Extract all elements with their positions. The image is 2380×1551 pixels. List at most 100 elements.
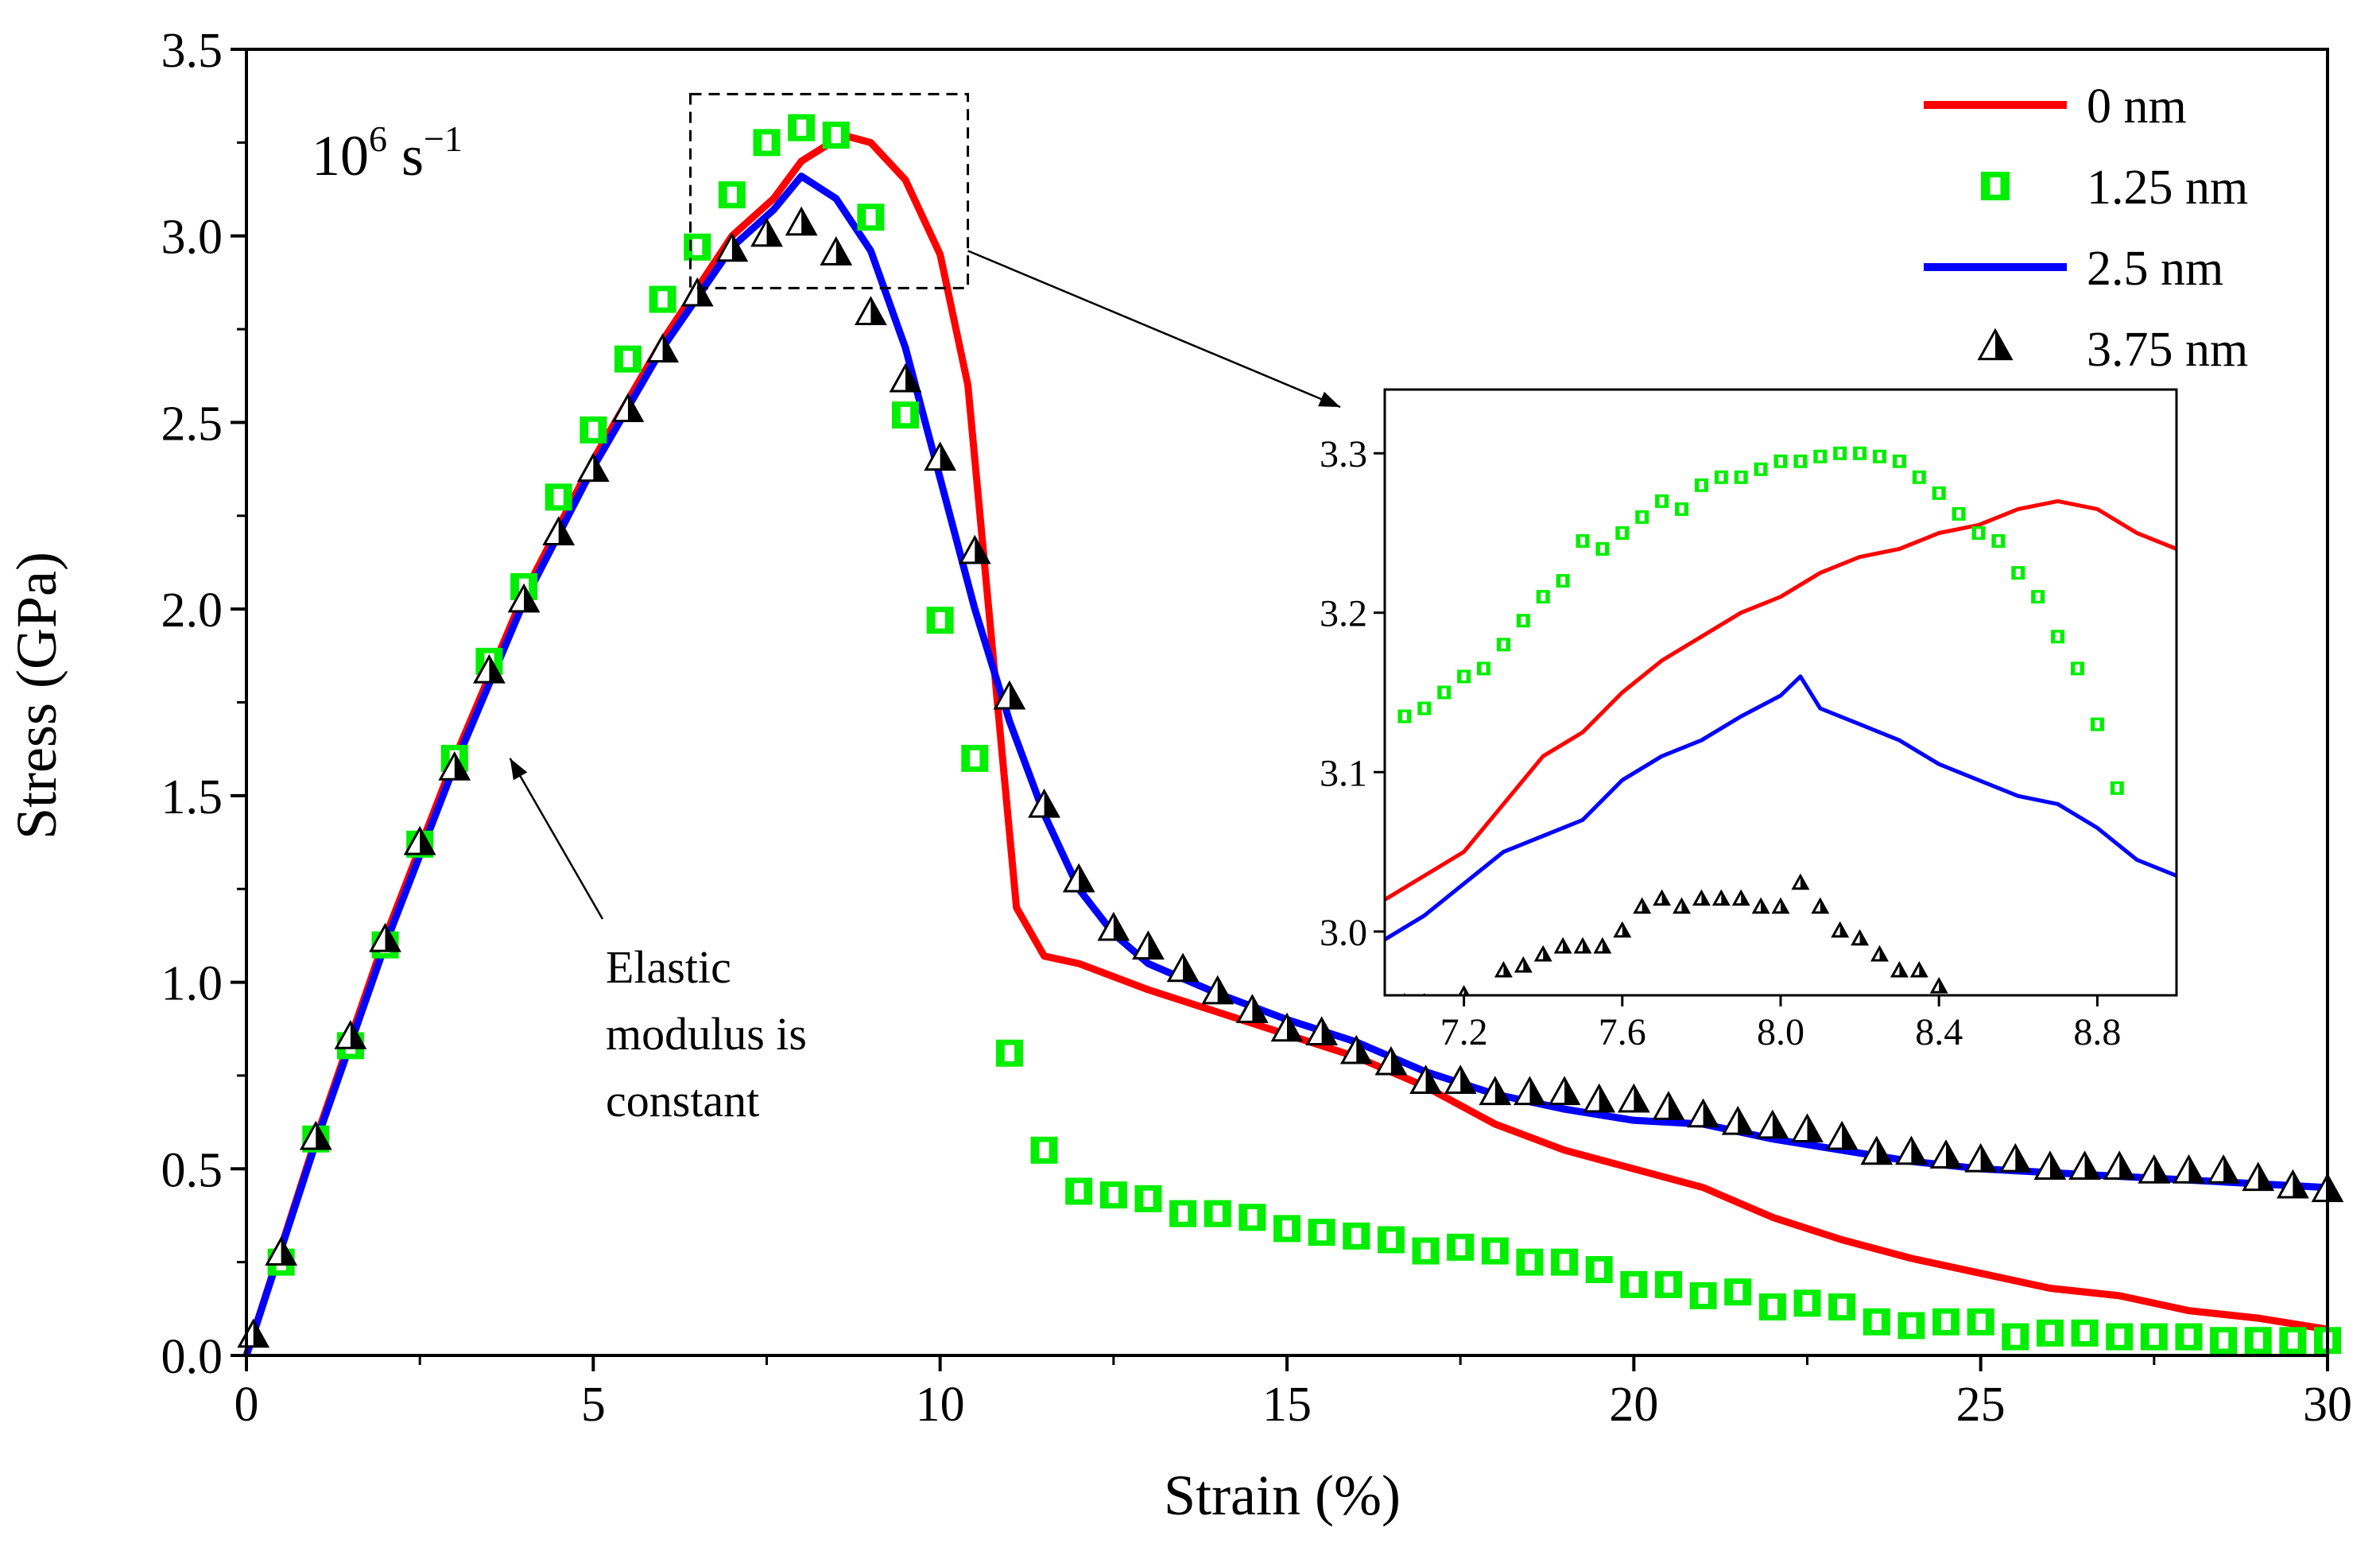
annotation-arrow [509,758,604,920]
inset-series-3-75-nm-point-20-shade [1839,923,1847,936]
main-series-3-75-nm-point-56-shade [2188,1157,2204,1183]
main-series-1-25-nm-point-8-hole [553,489,564,506]
main-series-3-75-nm-point-48-shade [1911,1138,1926,1164]
strain-rate-exponent: 6 [369,118,387,159]
main-series-3-75-nm-point-52-shade [2049,1153,2064,1179]
main-series-3-75-nm-point-22-shade [1009,682,1024,709]
legend: 0 nm 1.25 nm 2.5 nm 3.75 nm [1924,79,2248,377]
main-series-3-75-nm-point-13-shade [697,279,712,306]
inset-series-1-25-nm-point-15-hole [1699,481,1704,490]
main-series-3-75-nm-point-2-shade [316,1123,331,1149]
inset-series-2-5-nm-line [1385,674,2176,941]
inset-series-3-75-nm-point-17-shade [1781,899,1788,913]
inset-series-3-75-nm-point-13-shade [1701,891,1709,905]
main-series-1-25-nm-point-31-hole [1351,1227,1362,1244]
main-series-1-25-nm-point-26-hole [1177,1205,1188,1222]
inset-series-1-25-nm-point-0-hole [1401,712,1407,721]
main-series-3-75-nm-point-46-shade [1842,1123,1856,1149]
inset-x-tick-label-0: 7.2 [1440,1011,1488,1053]
strain-rate-unit-exponent: −1 [424,118,463,159]
main-series-3-75-nm-point-12-shade [662,335,677,362]
x-tick-label-2: 10 [916,1378,965,1432]
main-series-3-75-nm-point-47-shade [1876,1138,1891,1164]
main-series-3-75-nm-point-33-shade [1390,1048,1405,1075]
main-series-0-nm-line [242,131,2328,1357]
inset-y-tick-label-1: 3.1 [1320,752,1367,794]
main-series-3-75-nm-point-39-shade [1599,1085,1614,1111]
main-series-3-75-nm-point-29-shade [1252,996,1267,1022]
inset-series-1-25-nm-point-4-hole [1481,664,1487,673]
inset-axis-ticks: 7.2 7.6 8.0 8.4 8.8 3.0 3.1 3.2 3.3 [1320,433,2121,1053]
annotation-line-3: constant [606,1075,759,1126]
main-series-3-75-nm-point-59-shade [2293,1171,2308,1197]
main-series-3-75-nm-point-57-shade [2223,1157,2238,1183]
main-series-3-75-nm-point-44-shade [1772,1111,1787,1138]
inset-series-3-75-nm-point-11-shade [1661,891,1669,905]
inset-series-3-75-nm-point-5-shade [1543,947,1551,960]
main-series-1-25-nm-point-53-hole [2114,1328,2125,1345]
main-series-1-25-nm-point-55-hole [2184,1328,2194,1345]
legend-item-2-5-nm-label: 2.5 nm [2087,242,2223,296]
inset-series-1-25-nm-point-12-hole [1639,513,1645,522]
main-series-3-75-nm-point-60-shade [2328,1175,2342,1201]
main-series-3-75-nm-point-5-shade [420,828,435,855]
inset-series-1-25-nm-point-28-hole [1956,510,1962,518]
inset-series-3-75-nm-point-15-shade [1741,891,1749,905]
inset-plot: 7.2 7.6 8.0 8.4 8.8 3.0 3.1 3.2 3.3 [1320,388,2178,1053]
main-series-3-75-nm-point-11-shade [627,395,642,421]
main-series-1-25-nm-point-52-hole [2080,1324,2090,1342]
main-series-3-75-nm-point-58-shade [2258,1164,2273,1190]
main-series-3-75-nm-point-23-shade [1044,791,1059,817]
main-series-1-25-nm-point-22-hole [1039,1142,1049,1159]
inset-series-1-25-nm-point-13-hole [1659,497,1665,506]
inset-series-1-25-nm-point-30-hole [1995,537,2001,545]
annotation-line-2: modulus is [606,1008,807,1060]
main-series-3-75-nm-point-16-shade [801,208,816,235]
main-series-1-25-nm-point-42-hole [1733,1283,1743,1301]
main-series-3-75-nm-point-32-shade [1356,1037,1371,1063]
y-tick-label-5: 2.5 [161,397,223,451]
y-tick-label-1: 0.5 [161,1143,223,1197]
main-plot-area: 0 5 10 15 20 25 30 0.0 0.5 1.0 1.5 2.0 2.5 3.0 3.5 [161,24,2353,1432]
main-series-1-25-nm-point-37-hole [1559,1254,1570,1270]
main-series-1-25-nm-point-10-hole [622,351,634,367]
main-series-3-75-nm-point-55-shade [2153,1157,2169,1183]
inset-series-3-75-nm-point-7-shade [1583,939,1590,952]
inset-series-1-25-nm-point-1-hole [1421,704,1427,713]
y-tick-label-3: 1.5 [161,770,223,824]
inset-series-1-25-nm-point-3-hole [1461,672,1467,681]
inset-series-1-25-nm-point-29-hole [1975,529,1982,537]
inset-series-1-25-nm-point-25-hole [1897,457,1902,466]
x-tick-label-3: 15 [1262,1378,1312,1432]
main-series-3-75-nm-point-27-shade [1183,955,1197,981]
strain-rate-unit: s [387,124,424,188]
x-tick-label-4: 20 [1609,1378,1658,1432]
inset-series-1-25-nm-point-21-hole [1817,452,1823,461]
main-series-3-75-nm-point-21-shade [975,537,990,563]
inset-series-1-25-nm-point-8-hole [1560,576,1566,585]
inset-series-layer [1385,446,2176,1008]
zoom-arrow [967,250,1341,409]
inset-series-3-75-nm-point-0-shade [1405,995,1412,1008]
inset-series-1-25-nm-point-5-hole [1501,640,1506,649]
main-series-1-25-nm-point-36-hole [1525,1254,1535,1270]
main-series-1-25-nm-point-18-hole [900,406,911,424]
main-series-3-75-nm-point-50-shade [1980,1145,1995,1172]
main-series-1-25-nm-point-25-hole [1143,1190,1153,1208]
inset-series-1-25-nm-point-20-hole [1797,457,1803,466]
main-series-1-25-nm-point-49-hole [1975,1313,1986,1330]
inset-series-3-75-nm-point-9-shade [1622,923,1630,936]
inset-series-3-75-nm-point-3-shade [1503,963,1511,977]
main-series-1-25-nm-point-19-hole [935,612,945,629]
main-series-3-75-nm-point-1-shade [281,1239,296,1265]
inset-series-1-25-nm-point-17-hole [1738,473,1744,482]
inset-series-3-75-nm-point-14-shade [1721,891,1729,905]
inset-series-0-nm-line [1385,498,2176,902]
strain-rate-label: 106 s−1 [312,118,463,188]
main-series-1-25-nm-point-13-hole [727,186,737,204]
inset-series-3-75-nm-point-4-shade [1523,958,1531,972]
inset-background [1385,390,2176,995]
main-series-1-25-nm-point-20-hole [970,750,980,767]
main-series-1-25-nm-point-47-hole [1906,1317,1917,1334]
main-series-1-25-nm-point-17-hole [866,209,876,226]
